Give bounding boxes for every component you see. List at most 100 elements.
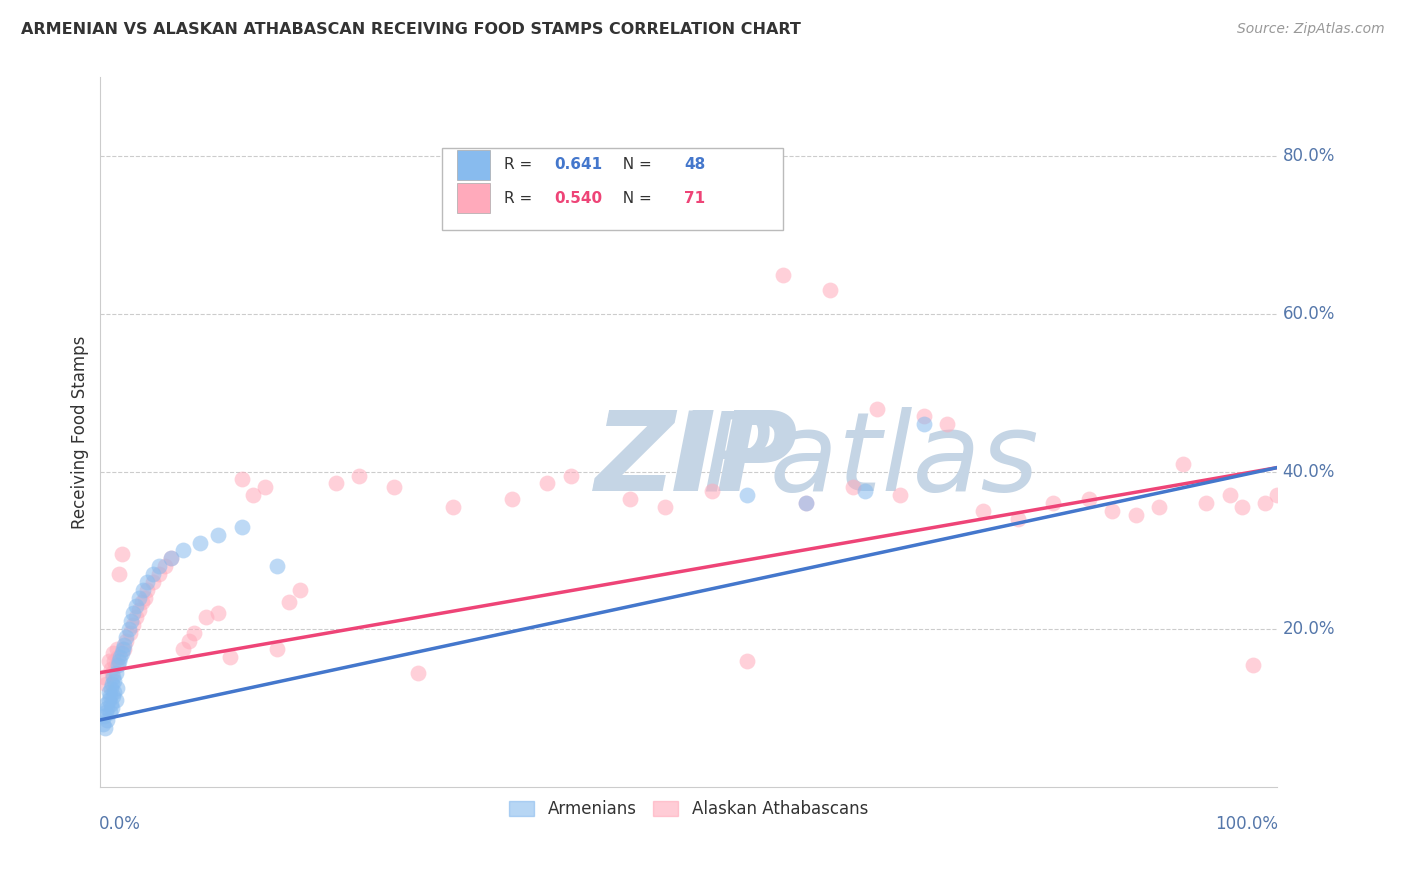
Point <box>103 690 125 704</box>
Point <box>325 476 347 491</box>
Point <box>207 527 229 541</box>
Bar <box>457 183 489 213</box>
Text: 0.540: 0.540 <box>554 191 603 205</box>
Point <box>107 649 129 664</box>
Point <box>97 693 120 707</box>
Point <box>124 610 146 624</box>
Point <box>912 417 935 432</box>
Point <box>1241 657 1264 672</box>
Text: 40.0%: 40.0% <box>1282 463 1336 481</box>
Point <box>96 705 118 719</box>
Text: 80.0%: 80.0% <box>1282 147 1336 165</box>
Point <box>112 642 135 657</box>
Point <box>654 500 676 514</box>
Point <box>441 500 464 514</box>
Point <box>384 480 406 494</box>
Point <box>218 649 240 664</box>
Point <box>153 559 176 574</box>
Point <box>842 480 865 494</box>
Point <box>93 669 115 683</box>
Point <box>115 634 138 648</box>
Y-axis label: Receiving Food Stamps: Receiving Food Stamps <box>72 335 89 529</box>
Point <box>737 488 759 502</box>
Point <box>107 657 129 672</box>
Point <box>1230 500 1253 514</box>
Point <box>188 535 211 549</box>
Point <box>103 646 125 660</box>
Point <box>254 480 277 494</box>
Point <box>290 582 312 597</box>
Point <box>1195 496 1218 510</box>
Point <box>101 665 124 680</box>
Point <box>347 468 370 483</box>
Point <box>101 701 124 715</box>
Point <box>96 697 118 711</box>
Bar <box>457 150 489 179</box>
Text: N =: N = <box>613 157 652 172</box>
Point <box>94 721 117 735</box>
Point <box>866 401 889 416</box>
Text: Source: ZipAtlas.com: Source: ZipAtlas.com <box>1237 22 1385 37</box>
Point <box>1219 488 1241 502</box>
Text: 100.0%: 100.0% <box>1215 815 1278 833</box>
Point <box>112 638 135 652</box>
Point <box>242 488 264 502</box>
Text: N =: N = <box>613 191 652 205</box>
Point <box>96 701 118 715</box>
Point <box>619 492 641 507</box>
Point <box>406 665 429 680</box>
Point <box>277 595 299 609</box>
Point <box>1147 500 1170 514</box>
Point <box>122 618 145 632</box>
Point <box>98 705 121 719</box>
Point <box>142 567 165 582</box>
Text: ARMENIAN VS ALASKAN ATHABASCAN RECEIVING FOOD STAMPS CORRELATION CHART: ARMENIAN VS ALASKAN ATHABASCAN RECEIVING… <box>21 22 801 37</box>
Legend: Armenians, Alaskan Athabascans: Armenians, Alaskan Athabascans <box>502 793 875 825</box>
Point <box>231 520 253 534</box>
Point <box>122 607 145 621</box>
Point <box>100 697 122 711</box>
Point <box>794 496 817 510</box>
Point <box>97 654 120 668</box>
Text: 48: 48 <box>683 157 706 172</box>
Text: 0.0%: 0.0% <box>100 815 141 833</box>
Point <box>100 681 122 696</box>
Point <box>1171 457 1194 471</box>
Text: 60.0%: 60.0% <box>1282 305 1336 323</box>
Point <box>794 496 817 510</box>
Point <box>128 591 150 605</box>
Point <box>134 591 156 605</box>
Point <box>136 582 159 597</box>
Point <box>501 492 523 507</box>
Point <box>889 488 911 502</box>
Text: R =: R = <box>503 157 537 172</box>
Point <box>1101 504 1123 518</box>
Text: 20.0%: 20.0% <box>1282 620 1336 639</box>
Point <box>117 622 139 636</box>
Point <box>1254 496 1277 510</box>
Point <box>98 690 121 704</box>
Point <box>936 417 959 432</box>
Point <box>104 657 127 672</box>
Point <box>177 634 200 648</box>
Point <box>131 582 153 597</box>
Point <box>912 409 935 424</box>
Point <box>108 567 131 582</box>
Point <box>853 484 876 499</box>
FancyBboxPatch shape <box>441 148 783 230</box>
Point <box>111 642 134 657</box>
Text: R =: R = <box>503 191 537 205</box>
Point <box>115 630 138 644</box>
Point <box>104 665 127 680</box>
Point <box>266 642 288 657</box>
Point <box>131 595 153 609</box>
Point <box>700 484 723 499</box>
Text: 0.641: 0.641 <box>554 157 603 172</box>
Point <box>103 654 125 668</box>
Point <box>1007 512 1029 526</box>
Point <box>560 468 582 483</box>
Point <box>104 693 127 707</box>
Point <box>172 642 194 657</box>
Point <box>97 685 120 699</box>
Point <box>160 551 183 566</box>
